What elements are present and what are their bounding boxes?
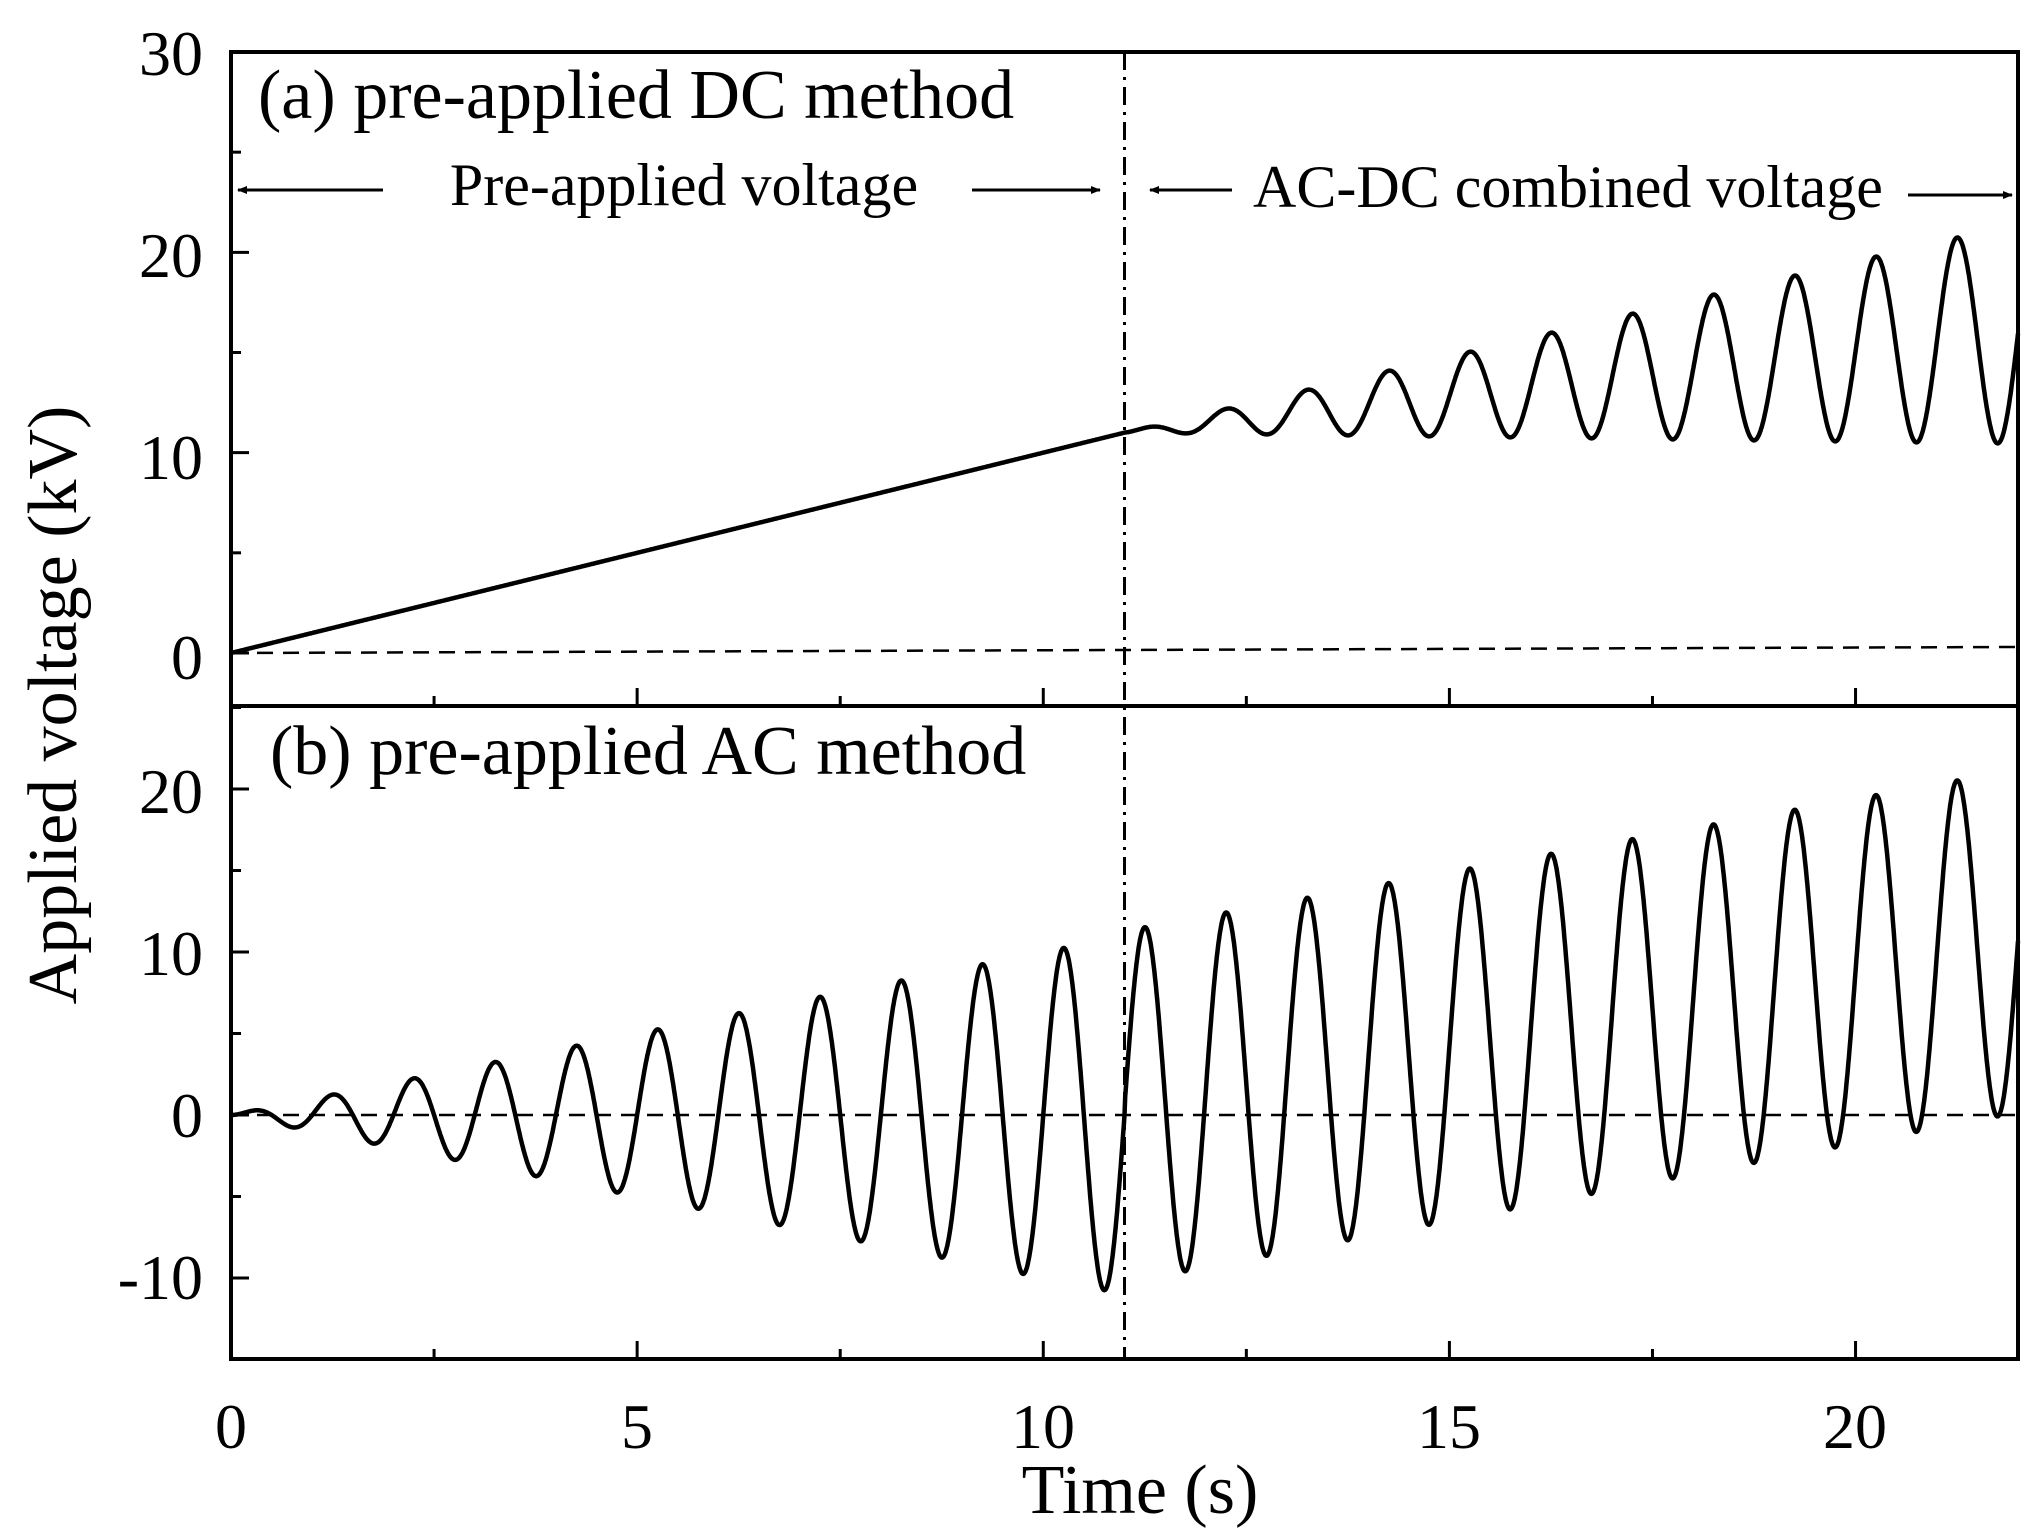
- panel-a-voltage-curve: [229, 235, 2021, 656]
- x-tick-label-20: 20: [1823, 1391, 1887, 1462]
- x-tick-label-10: 10: [1011, 1391, 1075, 1462]
- y-tick-label-a-10: 10: [139, 422, 203, 493]
- y-tick-label-b-10: 10: [139, 918, 203, 989]
- panel-b-title: (b) pre-applied AC method: [270, 713, 1026, 790]
- y-tick-label-b-neg10: -10: [118, 1242, 203, 1313]
- y-tick-label-a-20: 20: [139, 220, 203, 291]
- panel-b-voltage-curve: [229, 778, 2021, 1293]
- y-tick-label-b-20: 20: [139, 756, 203, 827]
- panel-a-title: (a) pre-applied DC method: [258, 57, 1014, 134]
- y-tick-label-a-0: 0: [171, 622, 203, 693]
- x-tick-label-0: 0: [215, 1391, 247, 1462]
- x-axis-title: Time (s): [1022, 1452, 1259, 1529]
- x-tick-labels: 0 5 10 15 20: [215, 1391, 1887, 1462]
- panel-a-y-tick-labels: 30 20 10 0: [139, 18, 203, 693]
- x-tick-label-15: 15: [1417, 1391, 1481, 1462]
- x-tick-label-5: 5: [621, 1391, 653, 1462]
- axis-ticks: [229, 50, 1858, 1359]
- y-axis-title: Applied voltage (kV): [15, 406, 92, 1005]
- ac-dc-combined-voltage-label: AC-DC combined voltage: [1253, 154, 1883, 220]
- panel-b-y-tick-labels: 20 10 0 -10: [118, 756, 203, 1313]
- pre-applied-voltage-label: Pre-applied voltage: [450, 152, 918, 218]
- y-tick-label-a-30: 30: [139, 18, 203, 89]
- y-tick-label-b-0: 0: [171, 1080, 203, 1151]
